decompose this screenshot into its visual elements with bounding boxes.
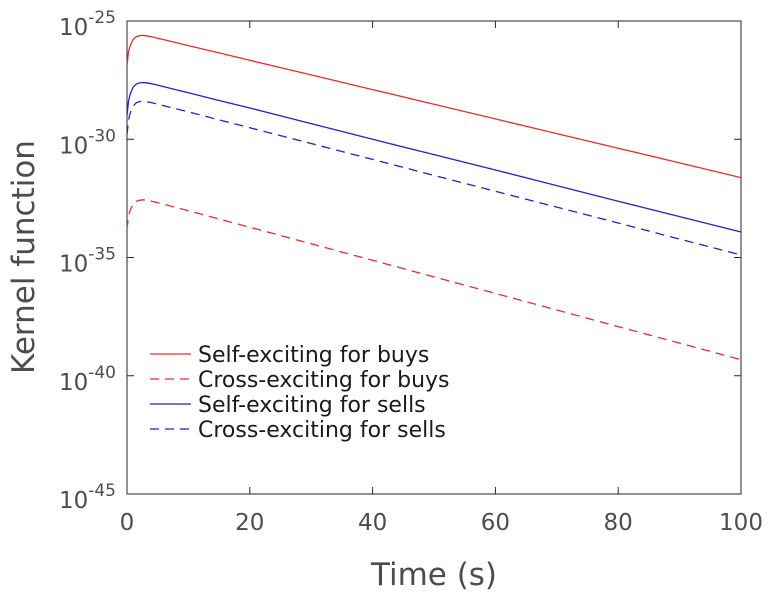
x-tick-label: 60 bbox=[481, 510, 510, 536]
series-line-3 bbox=[126, 81, 742, 233]
y-tick-label-base: 10 bbox=[59, 252, 88, 278]
series-lines bbox=[126, 34, 742, 361]
y-tick-label-exponent: -35 bbox=[88, 245, 116, 265]
y-tick-label-exponent: -30 bbox=[88, 126, 116, 146]
y-tick-label-base: 10 bbox=[59, 133, 88, 159]
y-tick-label: 10-35 bbox=[59, 245, 116, 278]
plot-area bbox=[126, 20, 742, 495]
y-tick-label: 10-30 bbox=[59, 126, 116, 159]
x-tick-label: 20 bbox=[235, 510, 264, 536]
x-tick-label: 100 bbox=[719, 510, 763, 536]
y-tick-label: 10-45 bbox=[59, 481, 116, 514]
y-tick-label-exponent: -40 bbox=[88, 363, 116, 383]
x-tick-label: 40 bbox=[358, 510, 387, 536]
series-line-1 bbox=[126, 34, 742, 179]
y-tick-label-base: 10 bbox=[59, 370, 88, 396]
y-tick-label-exponent: -25 bbox=[88, 8, 116, 28]
y-tick-label: 10-40 bbox=[59, 363, 116, 396]
legend-label: Self-exciting for sells bbox=[198, 393, 426, 418]
series-line-4 bbox=[126, 100, 742, 256]
legend-label: Cross-exciting for sells bbox=[198, 418, 446, 443]
legend-label: Cross-exciting for buys bbox=[198, 368, 450, 393]
y-tick-label-base: 10 bbox=[59, 488, 88, 514]
x-tick-label: 80 bbox=[604, 510, 633, 536]
y-tick-label-base: 10 bbox=[59, 15, 88, 41]
x-axis-title: Time (s) bbox=[370, 557, 497, 593]
x-ticks: 0 20 40 60 80 100 bbox=[120, 21, 763, 536]
y-axis-title: Kernel function bbox=[6, 140, 42, 374]
x-tick-label: 0 bbox=[120, 510, 135, 536]
legend-label: Self-exciting for buys bbox=[198, 343, 429, 368]
y-tick-label-exponent: -45 bbox=[88, 481, 116, 501]
y-tick-label: 10-25 bbox=[59, 8, 116, 41]
